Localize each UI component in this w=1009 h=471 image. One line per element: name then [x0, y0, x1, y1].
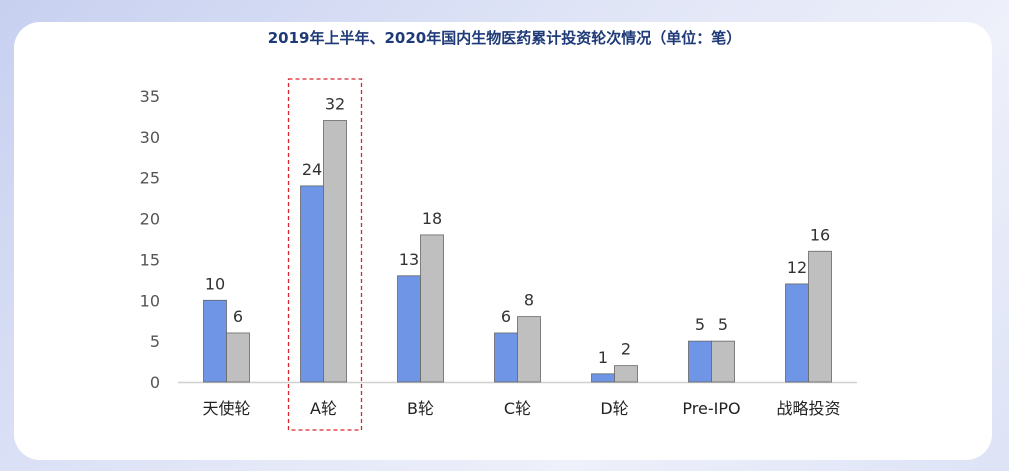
bar [591, 373, 615, 383]
bar [688, 340, 712, 383]
data-label: 1 [598, 348, 608, 367]
x-category-label: Pre-IPO [682, 399, 740, 418]
bar [323, 120, 347, 383]
data-label: 5 [718, 315, 728, 334]
data-label: 6 [233, 307, 243, 326]
data-label: 32 [325, 95, 345, 114]
bar [808, 250, 832, 383]
bar [420, 234, 444, 383]
data-label: 12 [787, 258, 807, 277]
bar [397, 275, 421, 383]
y-tick-label: 15 [140, 250, 160, 269]
bar [203, 299, 227, 383]
data-label: 13 [399, 250, 419, 269]
x-category-label: 战略投资 [776, 399, 840, 418]
data-label: 16 [810, 225, 830, 244]
data-label: 10 [205, 274, 225, 293]
bar [494, 332, 518, 383]
data-label: 8 [524, 291, 534, 310]
y-tick-label: 20 [140, 210, 160, 229]
y-tick-label: 10 [140, 291, 160, 310]
y-tick-label: 5 [150, 332, 160, 351]
x-category-label: A轮 [310, 399, 337, 418]
chart-title: 2019年上半年、2020年国内生物医药累计投资轮次情况（单位：笔） [267, 29, 742, 47]
bar [300, 185, 324, 383]
x-category-label: B轮 [407, 399, 434, 418]
bar [785, 283, 809, 383]
data-label: 2 [621, 340, 631, 359]
x-category-label: C轮 [504, 399, 531, 418]
data-label: 24 [302, 160, 322, 179]
data-label: 5 [695, 315, 705, 334]
chart-card [14, 22, 992, 460]
bar [614, 365, 638, 383]
bar [711, 340, 735, 383]
y-tick-label: 25 [140, 169, 160, 188]
y-tick-label: 0 [150, 373, 160, 392]
bar [517, 316, 541, 383]
highlight-box [287, 78, 363, 431]
x-category-label: 天使轮 [202, 399, 250, 418]
bar [226, 332, 250, 383]
x-category-label: D轮 [600, 399, 628, 418]
data-label: 18 [422, 209, 442, 228]
data-label: 6 [501, 307, 511, 326]
y-tick-label: 35 [140, 87, 160, 106]
y-tick-label: 30 [140, 128, 160, 147]
